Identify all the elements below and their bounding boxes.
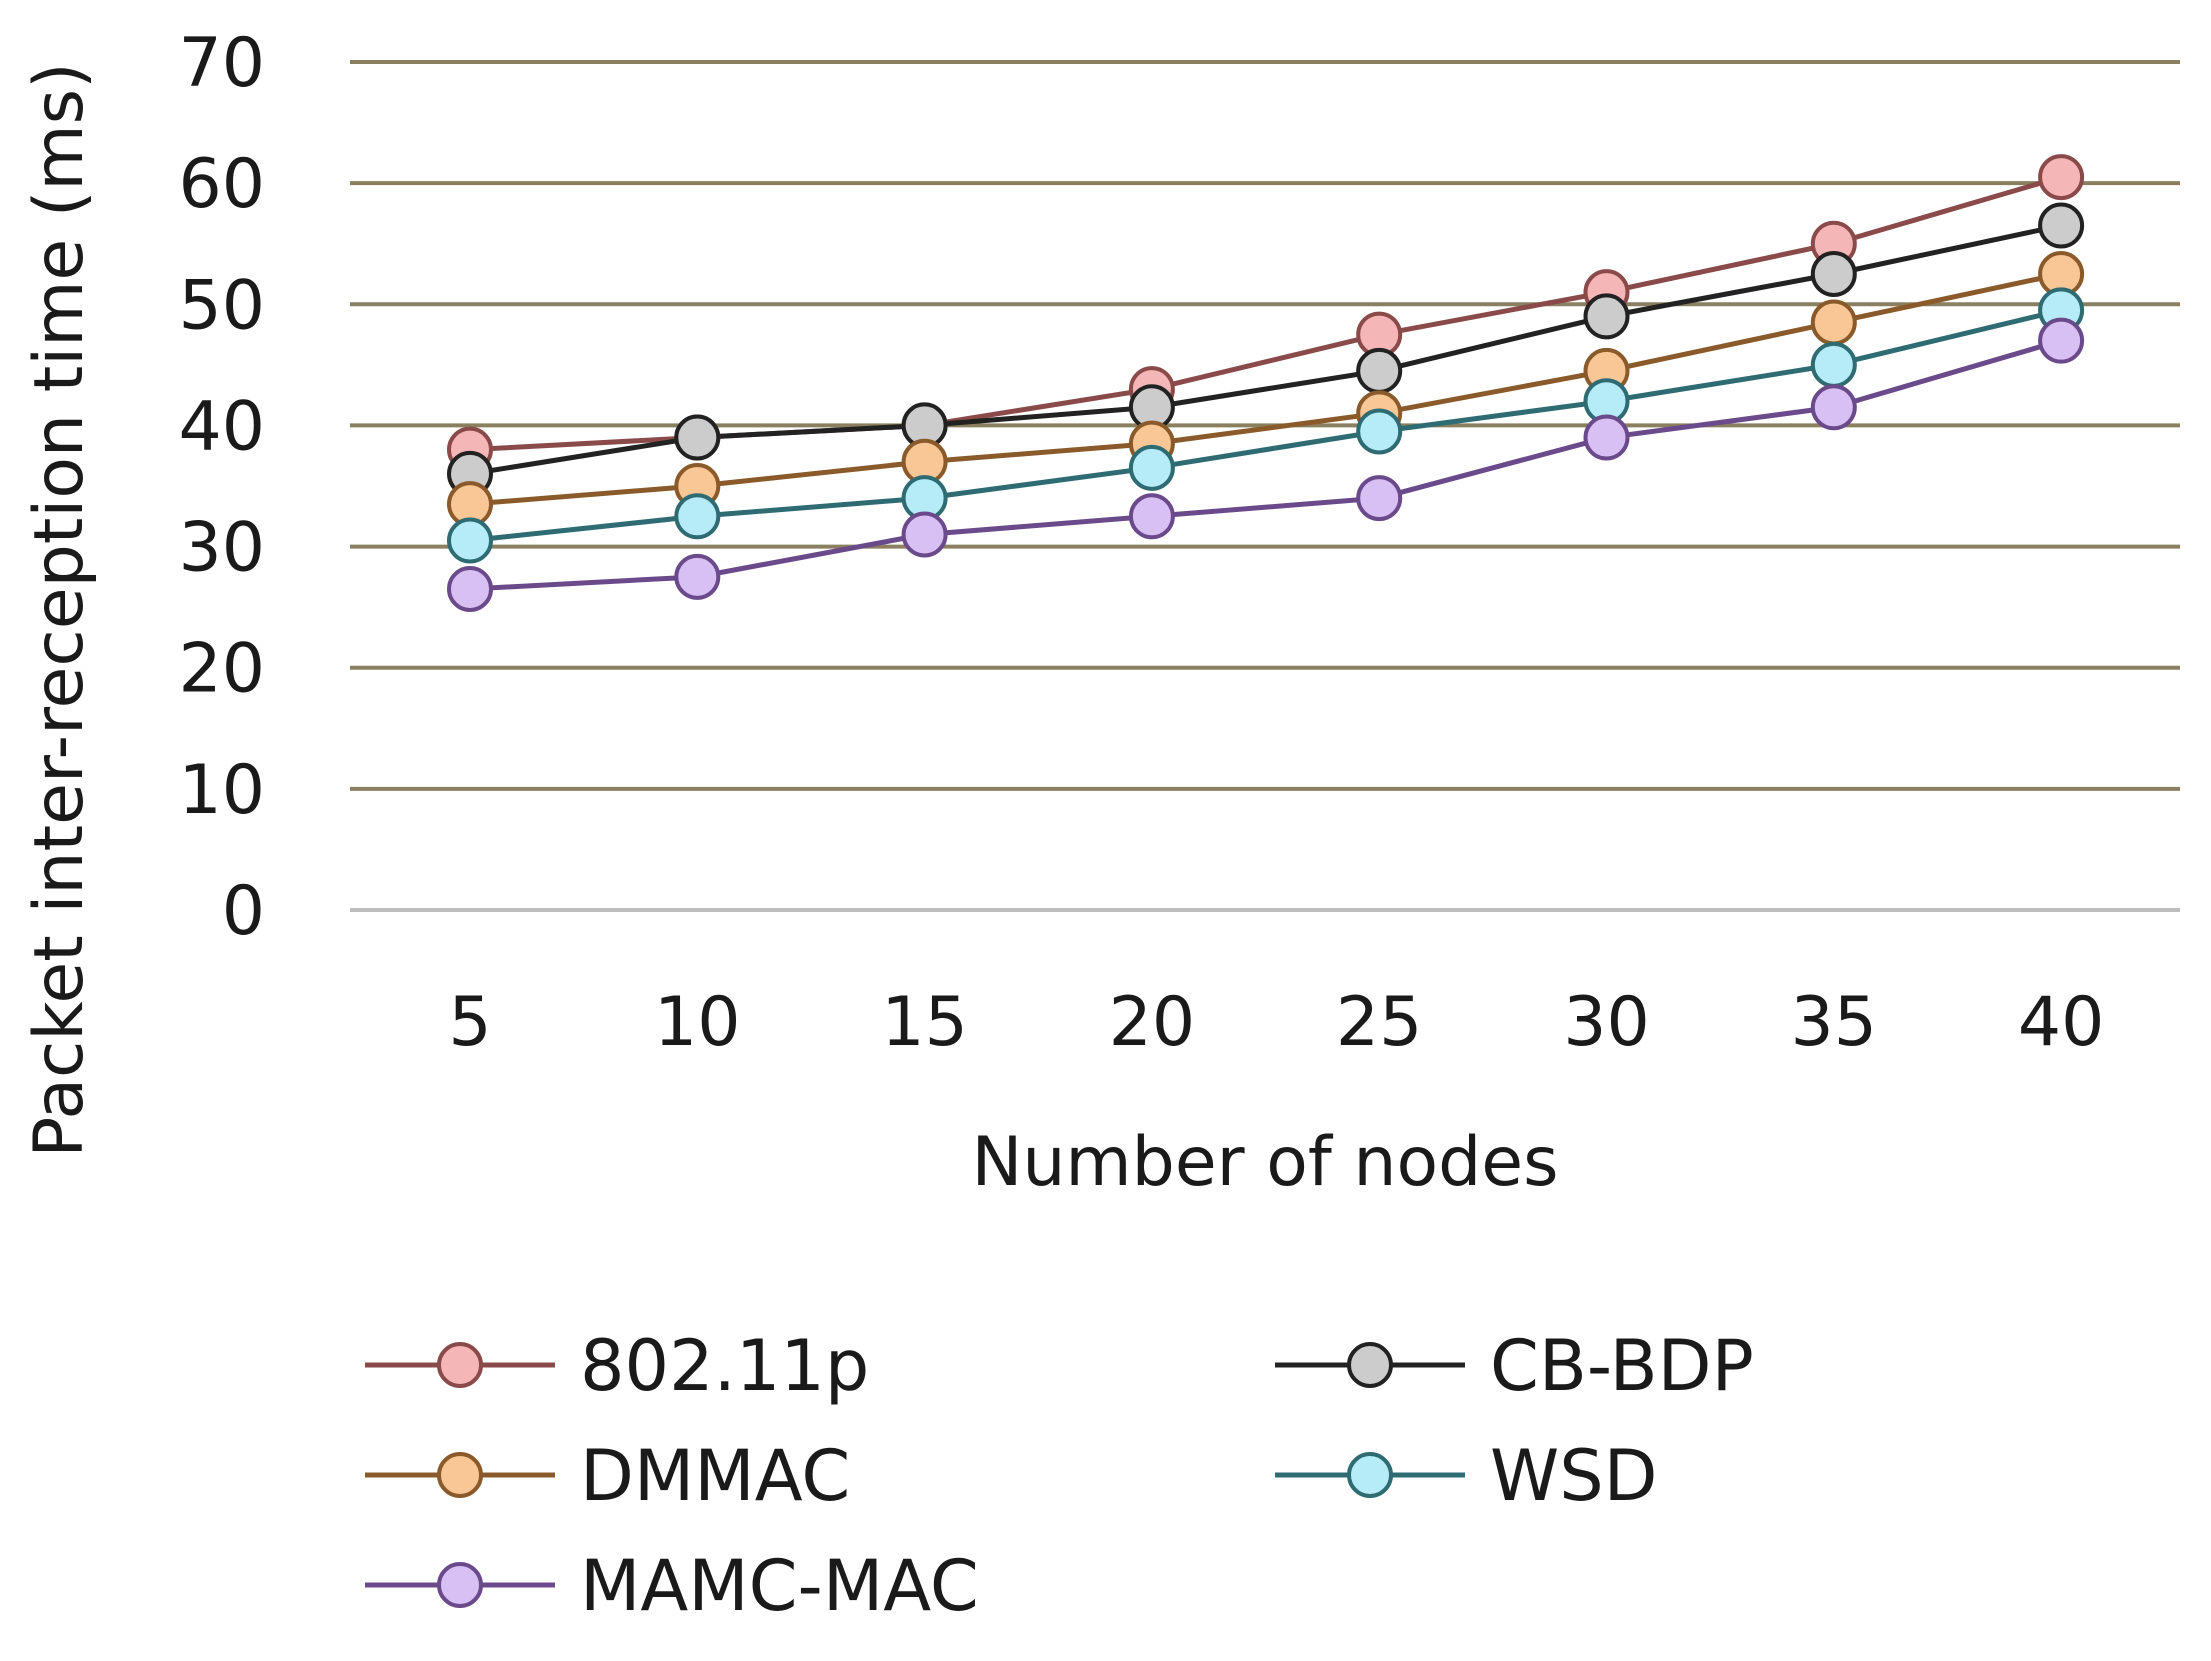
x-axis-title: Number of nodes [971, 1123, 1558, 1202]
legend-marker-dmmac [437, 1452, 483, 1498]
x-tick-label-15: 15 [881, 983, 968, 1062]
legend-label-dmmac: DMMAC [580, 1435, 850, 1517]
series-line-mamc-mac [469, 338, 2062, 592]
legend-label-mamc-mac: MAMC-MAC [580, 1545, 979, 1627]
legend-marker-mamc-mac [437, 1562, 483, 1608]
point-mamc-mac-5 [447, 565, 493, 612]
x-tick-label-30: 30 [1563, 983, 1650, 1062]
point-mamc-mac-35 [1810, 384, 1857, 431]
y-tick-label-0: 0 [222, 872, 265, 951]
legend-item-cb-bdp: CB-BDP [1275, 1325, 1754, 1407]
legend-marker-wsd [1347, 1452, 1393, 1498]
point-wsd-35 [1810, 341, 1857, 388]
legend-marker-cb-bdp [1347, 1342, 1393, 1388]
legend-item-dmmac: DMMAC [365, 1435, 850, 1517]
point-cb-bdp-10 [674, 414, 721, 461]
point-wsd-20 [1128, 444, 1175, 491]
point-cb-bdp-40 [2038, 202, 2085, 249]
y-tick-label-30: 30 [178, 509, 265, 588]
point-cb-bdp-30 [1583, 293, 1630, 340]
point-mamc-mac-15 [901, 511, 948, 558]
y-tick-label-10: 10 [178, 751, 265, 830]
series-line-dmmac [469, 271, 2062, 507]
point-wsd-10 [674, 493, 721, 540]
x-tick-label-20: 20 [1109, 983, 1196, 1062]
x-tick-label-40: 40 [2018, 983, 2105, 1062]
y-axis-ticks: 0 10 20 30 40 50 60 70 [178, 24, 265, 951]
gridlines [350, 60, 2180, 912]
point-wsd-5 [447, 517, 493, 564]
legend-label-cb-bdp: CB-BDP [1490, 1325, 1754, 1407]
point-mamc-mac-25 [1356, 475, 1403, 522]
legend-label-wsd: WSD [1490, 1435, 1658, 1517]
x-tick-label-5: 5 [448, 983, 491, 1062]
point-wsd-25 [1356, 408, 1403, 455]
y-axis-title: Packet inter-reception time (ms) [20, 62, 99, 1157]
y-tick-label-40: 40 [178, 387, 265, 466]
legend-label-802-11p: 802.11p [580, 1325, 869, 1407]
series-lines [469, 174, 2062, 592]
point-802-11p-40 [2038, 154, 2085, 201]
x-tick-label-10: 10 [654, 983, 741, 1062]
series-line-cb-bdp [469, 223, 2062, 477]
series-markers [447, 154, 2085, 612]
legend-marker-802-11p [437, 1342, 483, 1388]
series-line-wsd [469, 307, 2062, 544]
point-mamc-mac-20 [1128, 493, 1175, 540]
point-dmmac-35 [1810, 299, 1857, 346]
legend-item-mamc-mac: MAMC-MAC [365, 1545, 979, 1627]
y-tick-label-70: 70 [178, 24, 265, 103]
y-tick-label-50: 50 [178, 266, 265, 345]
x-tick-label-35: 35 [1791, 983, 1878, 1062]
x-axis-ticks: 5 10 15 20 25 30 35 40 [448, 983, 2104, 1062]
point-mamc-mac-10 [674, 553, 721, 600]
point-cb-bdp-35 [1810, 251, 1857, 297]
legend-item-wsd: WSD [1275, 1435, 1658, 1517]
point-cb-bdp-25 [1356, 347, 1403, 394]
legend-item-802-11p: 802.11p [365, 1325, 869, 1407]
y-tick-label-60: 60 [178, 145, 265, 224]
y-tick-label-20: 20 [178, 630, 265, 709]
x-tick-label-25: 25 [1336, 983, 1423, 1062]
legend: 802.11p CB-BDP DMMAC WSD MAMC-MAC [365, 1325, 1754, 1627]
point-mamc-mac-30 [1583, 414, 1630, 461]
point-mamc-mac-40 [2038, 317, 2085, 364]
